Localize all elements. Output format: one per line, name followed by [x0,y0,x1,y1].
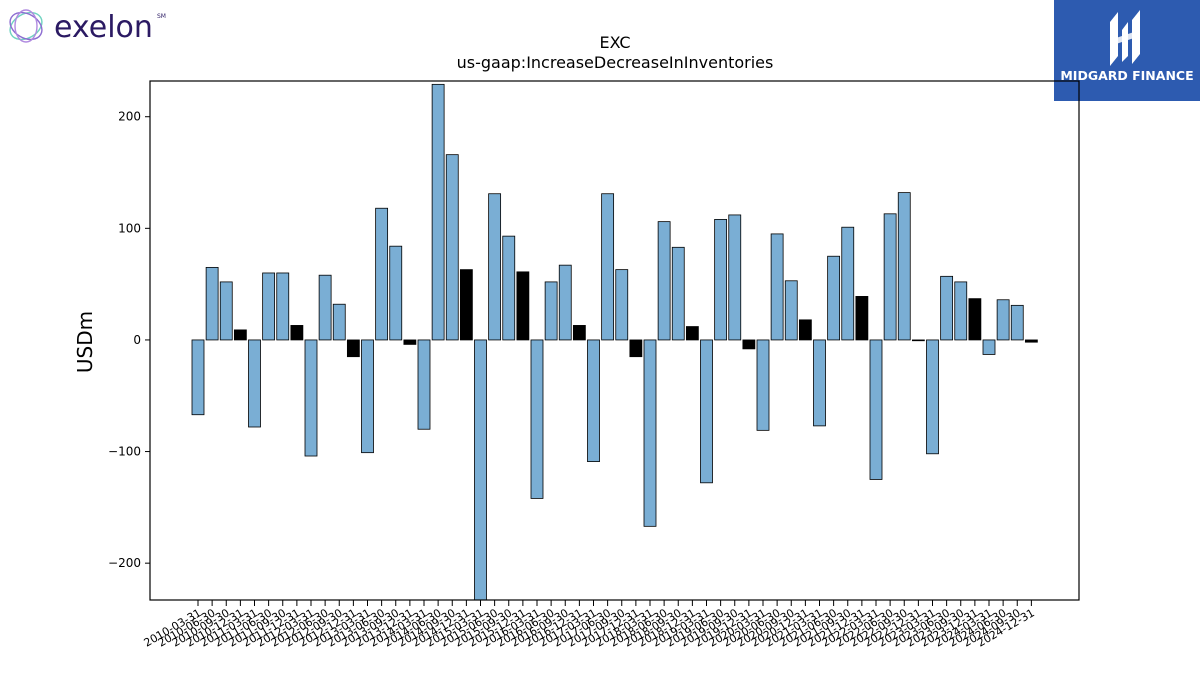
bar-2022-09-30 [897,192,911,341]
bar-2013-06-30 [375,207,389,341]
bar-2015-06-30 [488,193,502,341]
chart-subtitle: us-gaap:IncreaseDecreaseInInventories [457,53,774,72]
bar-2021-06-30 [827,255,841,341]
bar-2023-06-30 [940,275,954,341]
bar-2021-12-31 [855,296,869,341]
bar-2011-09-30 [276,272,290,341]
bar-2019-09-30 [728,214,742,341]
bar-2024-03-31 [982,339,996,355]
bar-2014-03-31 [417,339,431,430]
bar-2020-09-30 [784,280,798,341]
service-mark: SM [157,13,166,20]
bar-2012-03-31 [304,339,318,457]
bar-2024-09-30 [1010,304,1024,341]
bar-2022-03-31 [869,339,883,480]
midgard-emblem-icon [1110,10,1140,66]
bar-2017-06-30 [601,193,615,341]
bar-2018-09-30 [671,246,685,341]
bar-2016-12-31 [572,325,586,341]
bar-2011-03-31 [248,339,261,428]
y-ticks-group: −200 −100 0 100 200 [108,110,150,570]
bar-2024-12-31 [1024,339,1038,343]
exelon-swirl-icon [9,9,43,43]
bar-2013-09-30 [389,245,403,341]
bar-2012-06-30 [318,274,332,341]
bar-2015-03-31 [474,339,487,601]
bar-2016-06-30 [544,281,558,341]
bar-2017-09-30 [615,269,629,341]
y-axis-label: USDm [73,311,97,373]
bar-2011-12-31 [290,325,304,341]
exelon-wordmark: exelon [54,10,153,45]
y-tick-label: 200 [118,110,141,124]
bar-2014-09-30 [445,154,459,341]
bar-2012-09-30 [332,303,346,341]
y-tick-label: −200 [108,556,141,570]
bar-2016-03-31 [530,339,544,499]
bars-group [191,83,1038,601]
bar-2020-03-31 [756,339,770,431]
bar-2014-12-31 [459,269,473,341]
y-tick-label: −100 [108,445,141,459]
bar-2023-03-31 [926,339,939,455]
bar-2024-06-30 [996,299,1010,341]
bar-2020-06-30 [770,233,784,341]
midgard-wordmark: MIDGARD FINANCE [1060,68,1193,83]
bar-2019-12-31 [742,339,756,350]
bar-2012-12-31 [346,339,360,358]
y-tick-label: 100 [118,221,141,235]
bar-2010-06-30 [205,266,219,341]
midgard-finance-logo: MIDGARD FINANCE [1054,0,1200,101]
bar-2013-12-31 [403,339,417,345]
y-tick-label: 0 [133,333,141,347]
bar-2010-12-31 [233,329,247,341]
bar-2020-12-31 [798,319,812,341]
bar-2021-03-31 [813,339,826,427]
bar-2019-06-30 [714,218,728,341]
bar-2023-12-31 [968,298,982,341]
bar-2022-12-31 [911,339,925,342]
bar-2013-03-31 [361,339,374,454]
bar-2010-03-31 [191,339,205,416]
bar-2021-09-30 [841,226,855,341]
exelon-logo: exelon SM [9,9,166,45]
bar-2011-06-30 [262,272,276,341]
bar-2019-03-31 [700,339,713,484]
bar-2015-09-30 [502,235,516,341]
x-ticks-group: 2010-03-312010-06-302010-09-302010-12-31… [142,600,1037,650]
bar-2018-12-31 [685,326,699,341]
bar-2022-06-30 [883,213,897,341]
bar-2017-03-31 [587,339,600,462]
bar-2018-03-31 [643,339,657,527]
plot-frame [149,80,1080,601]
chart-title: EXC [599,33,630,52]
bar-2014-06-30 [431,83,445,341]
bar-2015-12-31 [516,271,530,341]
bar-2023-09-30 [954,281,968,341]
bar-2016-09-30 [558,264,572,341]
bar-2017-12-31 [629,339,643,358]
bar-2010-09-30 [219,281,233,341]
bar-2018-06-30 [657,221,671,341]
